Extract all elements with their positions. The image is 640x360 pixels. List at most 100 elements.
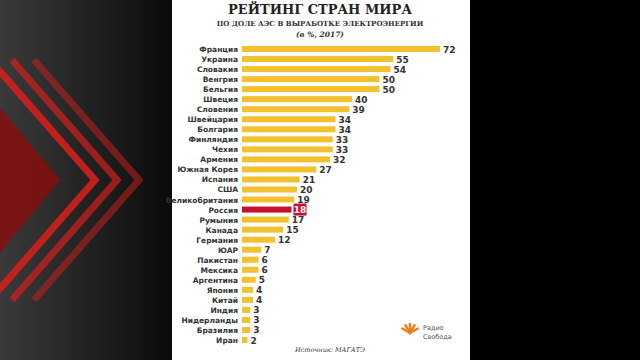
data-label: 19 xyxy=(297,195,310,205)
subtitle: ПО ДОЛЕ АЭС В ВЫРАБОТКЕ ЭЛЕКТРОЭНЕРГИИ xyxy=(217,19,424,28)
bar xyxy=(242,76,380,82)
logo: РадиоСвобода xyxy=(402,324,452,341)
bar xyxy=(242,126,336,132)
category-label: ЮАР xyxy=(218,246,239,255)
bar xyxy=(242,267,259,273)
data-label: 27 xyxy=(319,165,332,175)
data-label: 20 xyxy=(300,185,313,195)
unit-note: (в %, 2017) xyxy=(296,30,344,39)
chart-panel xyxy=(172,0,470,360)
category-label: Канада xyxy=(205,226,238,235)
category-label: Южная Корея xyxy=(178,165,239,174)
category-label: Аргентина xyxy=(193,276,238,285)
category-label: Армения xyxy=(200,155,238,164)
data-label: 40 xyxy=(355,95,368,105)
data-label: 15 xyxy=(286,225,299,235)
category-label: Украина xyxy=(201,55,238,64)
data-label: 50 xyxy=(383,85,396,95)
category-label: Бельгия xyxy=(203,85,238,94)
bar xyxy=(242,287,253,293)
bar xyxy=(242,237,275,243)
data-label: 7 xyxy=(264,245,270,255)
logo-text: Радио xyxy=(423,324,444,332)
data-label: 4 xyxy=(256,295,262,305)
data-label: 50 xyxy=(383,75,396,85)
bar xyxy=(242,146,333,152)
data-label: 6 xyxy=(262,265,268,275)
category-label: Швеция xyxy=(203,95,238,104)
category-label: Болгария xyxy=(197,125,238,134)
category-label: Иран xyxy=(216,336,238,345)
logo-text: Свобода xyxy=(423,333,452,341)
bar xyxy=(242,327,250,333)
category-label: Венгрия xyxy=(203,75,239,84)
category-label: Мексика xyxy=(201,266,239,275)
data-label: 3 xyxy=(253,315,259,325)
category-label: Словакия xyxy=(197,65,238,74)
source: Источник: МАГАТЭ xyxy=(294,346,365,354)
data-label: 3 xyxy=(253,305,259,315)
data-label: 18 xyxy=(294,205,307,215)
chevron-fill xyxy=(0,95,60,265)
bar xyxy=(242,116,336,122)
bar xyxy=(242,307,250,313)
data-label: 39 xyxy=(352,105,365,115)
labels: Франция72Украина55Словакия54Венгрия50Бел… xyxy=(166,45,456,346)
bar xyxy=(242,227,283,233)
category-label: Чехия xyxy=(212,145,238,154)
bars xyxy=(242,46,440,343)
bar xyxy=(242,207,292,213)
bar xyxy=(242,176,300,182)
category-label: Румыния xyxy=(199,216,238,225)
bar xyxy=(242,56,393,62)
category-label: Германия xyxy=(196,236,238,245)
bar xyxy=(242,66,391,72)
category-label: Бразилия xyxy=(197,326,239,335)
category-label: Франция xyxy=(199,45,238,54)
bar xyxy=(242,217,289,223)
category-label: Финляндия xyxy=(189,135,239,144)
logo-ray xyxy=(410,329,418,334)
bar xyxy=(242,197,294,203)
data-label: 3 xyxy=(253,325,259,335)
data-label: 32 xyxy=(333,155,346,165)
data-label: 55 xyxy=(396,55,409,65)
data-label: 4 xyxy=(256,285,262,295)
title: РЕЙТИНГ СТРАН МИРА xyxy=(228,1,412,17)
category-label: Нидерланды xyxy=(181,316,238,325)
category-label: Великобритания xyxy=(166,196,239,205)
data-label: 6 xyxy=(262,255,268,265)
data-label: 33 xyxy=(336,145,349,155)
category-label: Китай xyxy=(212,296,238,305)
data-label: 34 xyxy=(339,125,352,135)
data-label: 33 xyxy=(336,135,349,145)
category-label: Япония xyxy=(207,286,239,295)
category-label: Швейцария xyxy=(188,115,239,124)
data-label: 12 xyxy=(278,235,291,245)
data-label: 21 xyxy=(303,175,316,185)
data-label: 54 xyxy=(394,65,407,75)
bar xyxy=(242,166,316,172)
canvas: РЕЙТИНГ СТРАН МИРА ПО ДОЛЕ АЭС В ВЫРАБОТК… xyxy=(0,0,640,360)
bar xyxy=(242,46,440,52)
bar xyxy=(242,106,349,112)
bar xyxy=(242,96,352,102)
category-label: Словения xyxy=(197,105,238,114)
category-label: Индия xyxy=(210,306,238,315)
bar xyxy=(242,186,297,192)
label-box xyxy=(294,204,307,216)
category-label: Россия xyxy=(208,206,238,215)
category-label: США xyxy=(217,185,238,194)
bar xyxy=(242,337,248,343)
data-label: 5 xyxy=(259,275,265,285)
data-label: 34 xyxy=(339,115,352,125)
bar xyxy=(242,257,259,263)
bar xyxy=(242,136,333,142)
category-label: Пакистан xyxy=(197,256,238,265)
data-label: 2 xyxy=(251,336,257,346)
data-label: 17 xyxy=(292,215,305,225)
bar xyxy=(242,156,330,162)
category-label: Испания xyxy=(202,175,238,184)
bar xyxy=(242,297,253,303)
data-label: 72 xyxy=(443,45,456,55)
